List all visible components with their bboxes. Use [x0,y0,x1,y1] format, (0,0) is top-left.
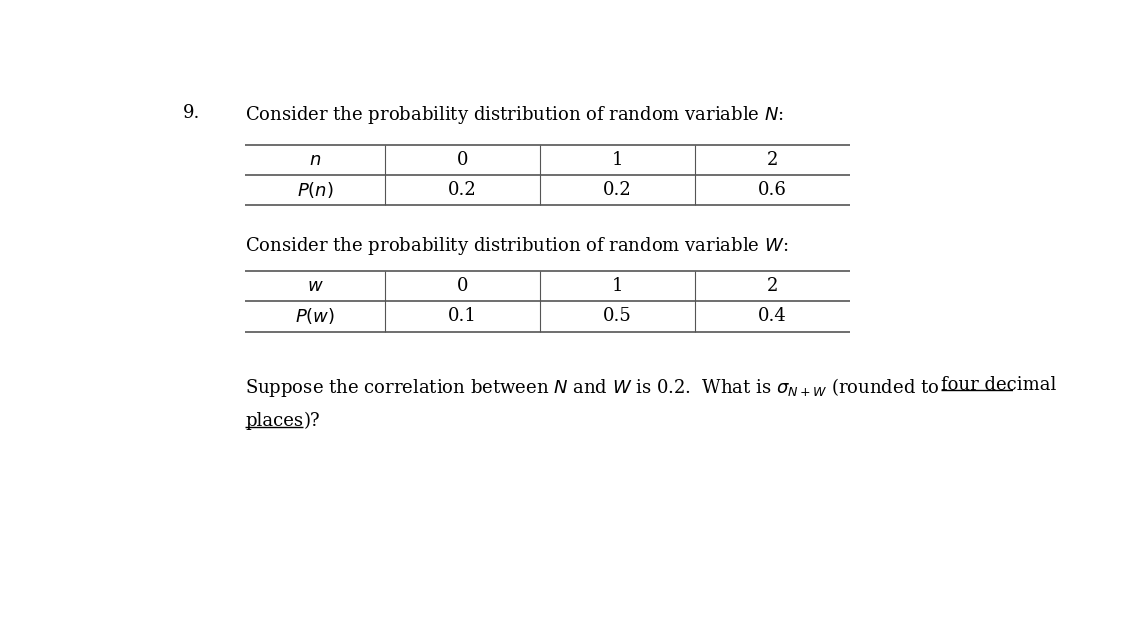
Text: 0: 0 [457,277,468,295]
Text: 0.2: 0.2 [448,181,477,199]
Text: 0.1: 0.1 [448,307,477,325]
Text: 0.4: 0.4 [758,307,786,325]
Text: Consider the probability distribution of random variable $N$:: Consider the probability distribution of… [245,104,784,125]
Text: 0: 0 [457,150,468,168]
Text: $w$: $w$ [307,277,323,295]
Text: $n$: $n$ [309,150,321,168]
Text: 2: 2 [766,277,778,295]
Text: Suppose the correlation between $N$ and $W$ is 0.2.  What is $\sigma_{N+W}$ (rou: Suppose the correlation between $N$ and … [245,376,940,399]
Text: $P(n)$: $P(n)$ [297,180,333,200]
Text: $P(w)$: $P(w)$ [295,307,335,326]
Text: 9.: 9. [183,104,200,122]
Text: 1: 1 [612,150,623,168]
Text: four decimal: four decimal [940,376,1056,394]
Text: 1: 1 [612,277,623,295]
Text: places: places [245,412,304,429]
Text: 0.6: 0.6 [758,181,786,199]
Text: )?: )? [304,412,319,429]
Text: 0.2: 0.2 [603,181,631,199]
Text: Consider the probability distribution of random variable $W$:: Consider the probability distribution of… [245,235,789,257]
Text: 0.5: 0.5 [603,307,631,325]
Text: 2: 2 [766,150,778,168]
